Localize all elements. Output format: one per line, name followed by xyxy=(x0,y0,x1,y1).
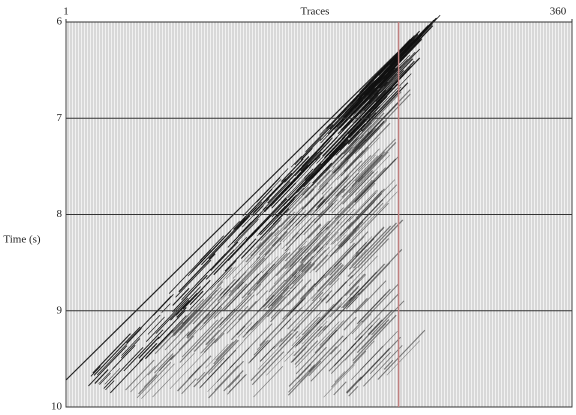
y-axis-label: Time (s) xyxy=(3,234,41,246)
x-axis-label: Traces xyxy=(301,6,330,18)
y-tick-label: 7 xyxy=(57,112,63,124)
chart: Traces Time (s) 6 7 8 9 10 1 360 xyxy=(0,0,576,415)
y-tick-label: 10 xyxy=(51,401,63,413)
y-tick-label: 8 xyxy=(57,208,63,220)
x-tick-label: 360 xyxy=(550,6,567,18)
y-tick-label: 6 xyxy=(57,16,63,28)
x-tick-label: 1 xyxy=(63,6,69,18)
y-tick-label: 9 xyxy=(57,304,63,316)
